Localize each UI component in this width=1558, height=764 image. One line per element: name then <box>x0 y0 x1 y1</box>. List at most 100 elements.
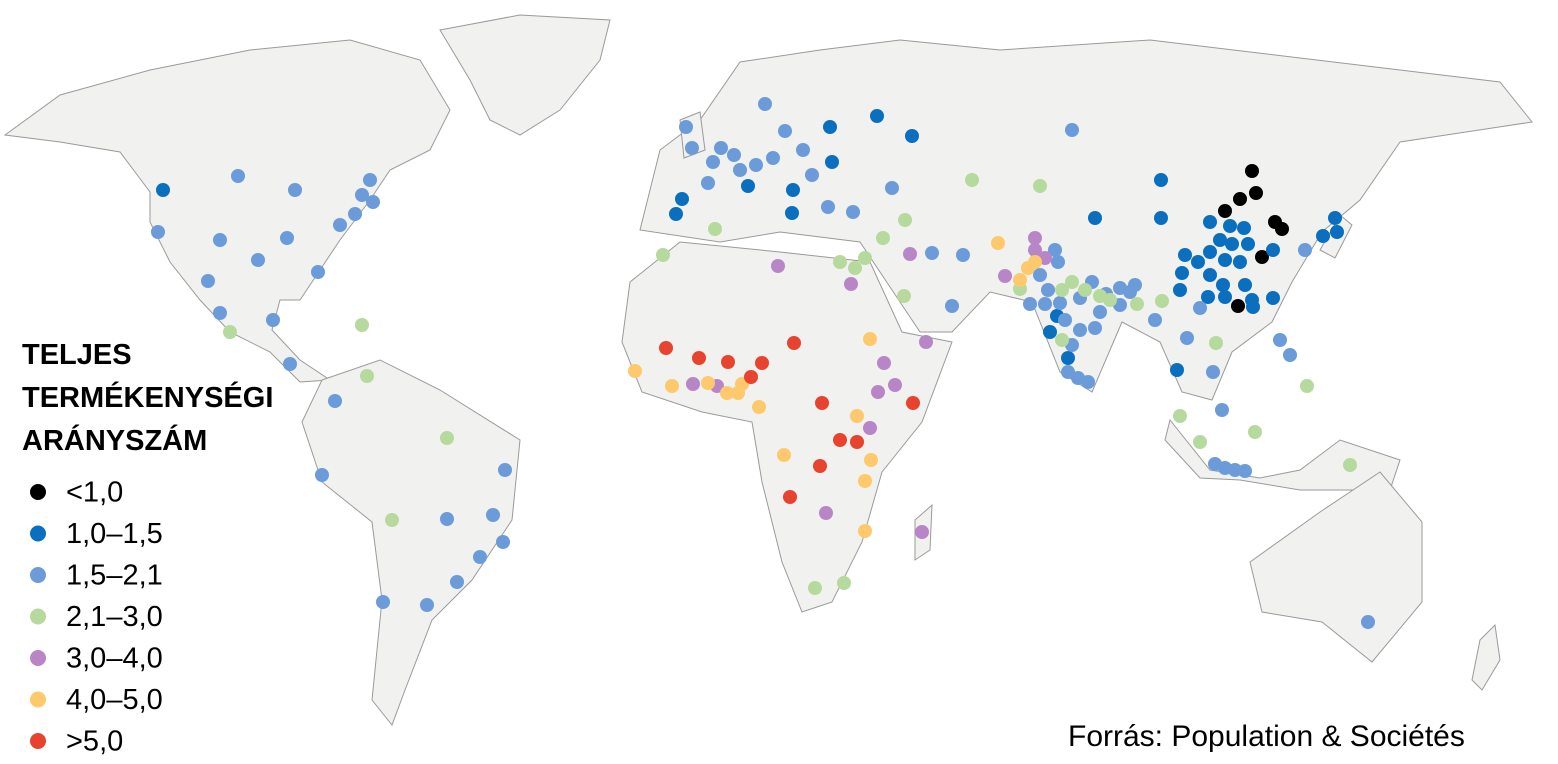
city-dot <box>675 192 689 206</box>
city-dot <box>1078 283 1092 297</box>
legend-swatch <box>30 567 46 583</box>
city-dot <box>833 433 847 447</box>
city-dot <box>1033 268 1047 282</box>
city-dot <box>903 247 917 261</box>
city-dot <box>785 206 799 220</box>
city-dot <box>486 508 500 522</box>
city-dot <box>915 525 929 539</box>
city-dot <box>1245 164 1259 178</box>
city-dot <box>1246 300 1260 314</box>
city-dot <box>787 336 801 350</box>
city-dot <box>686 377 700 391</box>
city-dot <box>1170 363 1184 377</box>
city-dot <box>328 394 342 408</box>
city-dot <box>366 195 380 209</box>
city-dot <box>315 468 329 482</box>
city-dot <box>919 335 933 349</box>
city-dot <box>1033 179 1047 193</box>
city-dot <box>1237 221 1251 235</box>
city-dot <box>808 581 822 595</box>
city-dot <box>833 255 847 269</box>
city-dot <box>201 274 215 288</box>
city-dot <box>1148 313 1162 327</box>
city-dot <box>714 141 728 155</box>
city-dot <box>385 513 399 527</box>
greenland <box>439 14 611 136</box>
city-dot <box>906 396 920 410</box>
city-dot <box>850 409 864 423</box>
city-dot <box>355 188 369 202</box>
city-dot <box>355 318 369 332</box>
city-dot <box>871 385 885 399</box>
city-dot <box>956 248 970 262</box>
city-dot <box>659 341 673 355</box>
city-dot <box>888 378 902 392</box>
city-dot <box>1343 458 1357 472</box>
city-dot <box>837 576 851 590</box>
city-dot <box>1255 250 1269 264</box>
city-dot <box>805 168 819 182</box>
city-dot <box>1328 211 1342 225</box>
city-dot <box>348 207 362 221</box>
city-dot <box>1175 266 1189 280</box>
legend-swatch <box>30 650 46 666</box>
city-dot <box>251 253 265 267</box>
city-dot <box>885 181 899 195</box>
city-dot <box>741 179 755 193</box>
city-dot <box>1206 365 1220 379</box>
city-dot <box>813 459 827 473</box>
city-dot <box>1065 275 1079 289</box>
legend-swatch <box>30 484 46 500</box>
city-dot <box>1213 233 1227 247</box>
legend-title: TELJES <box>22 339 132 371</box>
city-dot <box>815 396 829 410</box>
city-dot <box>965 173 979 187</box>
city-dot <box>1298 243 1312 257</box>
city-dot <box>749 158 763 172</box>
city-dot <box>1233 255 1247 269</box>
city-dot <box>744 370 758 384</box>
city-dot <box>1155 294 1169 308</box>
city-dot <box>1209 336 1223 350</box>
city-dot <box>1249 186 1263 200</box>
city-dot <box>925 246 939 260</box>
new-zealand <box>1471 623 1501 691</box>
city-dot <box>311 265 325 279</box>
city-dot <box>825 155 839 169</box>
legend-swatch <box>30 608 46 625</box>
city-dot <box>1154 211 1168 225</box>
city-dot <box>858 524 872 538</box>
legend-swatch <box>30 733 46 749</box>
legend-label: 2,1–3,0 <box>66 601 163 633</box>
city-dot <box>376 595 390 609</box>
city-dot <box>665 379 679 393</box>
city-dot <box>473 550 487 564</box>
city-dot <box>1218 290 1232 304</box>
city-dot <box>1248 425 1262 439</box>
city-dot <box>266 313 280 327</box>
city-dot <box>156 183 170 197</box>
city-dot <box>1361 615 1375 629</box>
city-dot <box>1225 237 1239 251</box>
city-dot <box>1103 293 1117 307</box>
city-dot <box>858 474 872 488</box>
city-dot <box>1231 299 1245 313</box>
city-dot <box>876 231 890 245</box>
legend-swatch <box>30 525 46 542</box>
legend-swatch <box>30 691 46 708</box>
city-dot <box>1173 409 1187 423</box>
city-dot <box>858 251 872 265</box>
city-dot <box>231 169 245 183</box>
city-dot <box>498 463 512 477</box>
city-dot <box>846 205 860 219</box>
city-dot <box>1130 297 1144 311</box>
city-dot <box>771 259 785 273</box>
city-dot <box>778 124 792 138</box>
city-dot <box>283 357 297 371</box>
city-dot <box>721 355 735 369</box>
city-dot <box>1283 348 1297 362</box>
eurasia <box>639 39 1533 401</box>
city-dot <box>766 151 780 165</box>
city-dot <box>1266 291 1280 305</box>
city-dot <box>821 200 835 214</box>
